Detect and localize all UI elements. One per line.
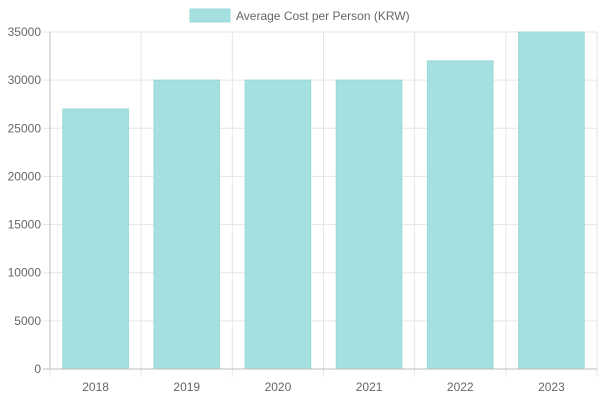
y-tick-label: 5000	[14, 314, 41, 328]
x-tick-label: 2023	[538, 380, 565, 394]
bars-layer	[62, 31, 585, 370]
x-tick-label: 2020	[265, 380, 292, 394]
bar-2022[interactable]	[426, 60, 494, 370]
bar-2021[interactable]	[335, 79, 403, 370]
bar-2019[interactable]	[153, 79, 221, 370]
legend-label: Average Cost per Person (KRW)	[236, 9, 410, 23]
legend-swatch	[189, 8, 231, 23]
y-tick-label: 20000	[8, 169, 42, 183]
y-tick-label: 15000	[8, 218, 42, 232]
legend[interactable]: Average Cost per Person (KRW)	[189, 8, 410, 23]
ticks-layer: 0 5000 10000 15000 20000 25000 30000 35000 2018 2…	[8, 25, 565, 394]
x-tick-label: 2019	[173, 380, 200, 394]
axes-layer	[43, 32, 597, 370]
bar-2023[interactable]	[518, 31, 585, 370]
x-tick-label: 2021	[356, 380, 383, 394]
bar-2020[interactable]	[244, 79, 312, 370]
y-tick-label: 35000	[8, 25, 42, 39]
bar-2018[interactable]	[62, 108, 129, 370]
x-tick-label: 2022	[447, 380, 474, 394]
y-tick-label: 10000	[8, 266, 42, 280]
y-tick-label: 30000	[8, 73, 42, 87]
y-tick-label: 0	[34, 362, 41, 376]
x-tick-label: 2018	[82, 380, 109, 394]
y-tick-label: 25000	[8, 121, 42, 135]
